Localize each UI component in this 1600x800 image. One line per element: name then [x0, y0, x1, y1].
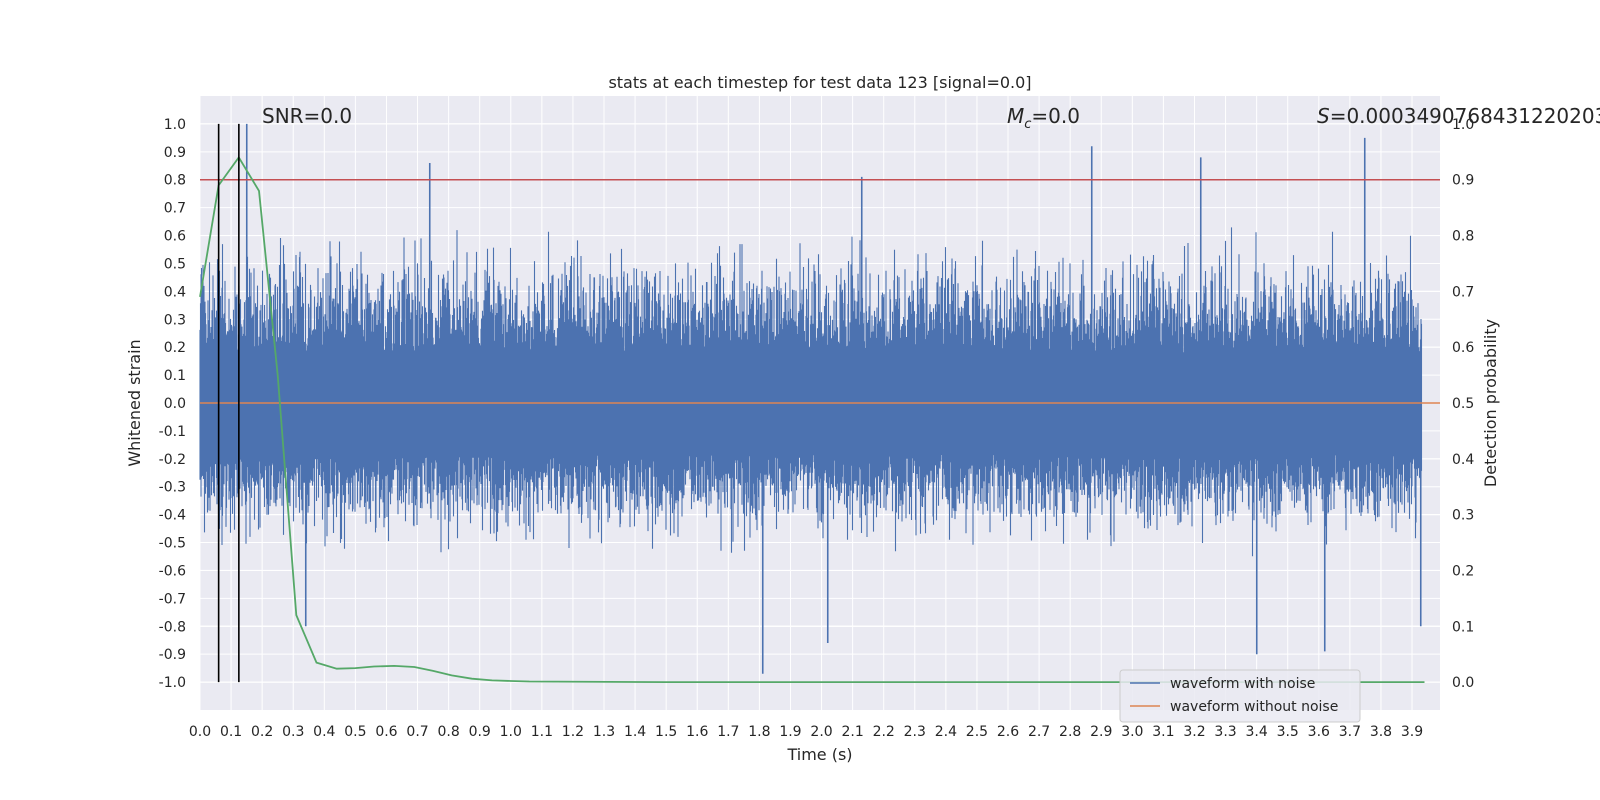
x-tick-labels: 0.0 0.1 0.2 0.3 0.4 0.5 0.6 0.7 0.8 0.9 1.0 1.1 1.2 1… [189, 724, 1423, 740]
y2-tick-label: 0.4 [1452, 452, 1474, 468]
legend-label-clean: waveform without noise [1170, 699, 1338, 715]
x-tick-label: 2.5 [966, 724, 988, 740]
x-tick-label: 0.3 [282, 724, 304, 740]
y-tick-label: -0.6 [159, 563, 186, 579]
chirp-mass-annotation: Mc=0.0 [1007, 104, 1080, 132]
x-tick-label: 1.3 [593, 724, 615, 740]
y-tick-label: -1.0 [159, 675, 186, 691]
x-tick-label: 0.2 [251, 724, 273, 740]
y-tick-label: 0.5 [164, 256, 186, 272]
y2-tick-label: 0.0 [1452, 675, 1474, 691]
chart-title: stats at each timestep for test data 123… [608, 73, 1031, 92]
y2-tick-label: 0.9 [1452, 173, 1474, 189]
x-tick-label: 2.9 [1090, 724, 1112, 740]
marker-lines [217, 123, 240, 683]
y2-tick-label: 0.6 [1452, 340, 1474, 356]
y-tick-label: -0.7 [159, 591, 186, 607]
x-tick-label: 2.6 [997, 724, 1019, 740]
x-tick-label: 2.7 [1028, 724, 1050, 740]
series-waveform-with-noise [199, 123, 1423, 674]
x-tick-label: 2.3 [904, 724, 926, 740]
x-tick-label: 3.1 [1152, 724, 1174, 740]
y2-tick-labels: 1.0 0.9 0.8 0.7 0.6 0.5 0.4 0.3 0.2 0.1 0.0 [1452, 117, 1474, 691]
y-tick-label: 0.4 [164, 284, 186, 300]
y2-tick-label: 0.7 [1452, 284, 1474, 300]
y-tick-label: 1.0 [164, 117, 186, 133]
legend-label-noise: waveform with noise [1170, 676, 1315, 692]
y2-tick-label: 0.1 [1452, 619, 1474, 635]
x-tick-label: 1.4 [624, 724, 646, 740]
y-tick-label: 0.3 [164, 312, 186, 328]
x-tick-label: 0.7 [406, 724, 428, 740]
x-tick-label: 2.2 [873, 724, 895, 740]
x-tick-label: 1.5 [655, 724, 677, 740]
detection-probability-line [199, 155, 1425, 683]
x-tick-label: 1.0 [500, 724, 522, 740]
y-tick-label: -0.1 [159, 424, 186, 440]
y-axis-label: Whitened strain [125, 339, 144, 466]
x-tick-label: 2.4 [935, 724, 957, 740]
y2-tick-label: 1.0 [1452, 117, 1474, 133]
x-tick-label: 3.6 [1308, 724, 1330, 740]
y2-axis-label: Detection probability [1481, 319, 1500, 487]
x-tick-label: 1.6 [686, 724, 708, 740]
x-tick-label: 3.3 [1214, 724, 1236, 740]
y2-tick-label: 0.5 [1452, 396, 1474, 412]
y-tick-label: 0.0 [164, 396, 186, 412]
x-tick-label: 3.0 [1121, 724, 1143, 740]
y-tick-label: 0.9 [164, 145, 186, 161]
x-tick-label: 3.2 [1183, 724, 1205, 740]
legend: waveform with noise waveform without noi… [1119, 669, 1361, 723]
x-tick-label: 0.0 [189, 724, 211, 740]
x-tick-label: 3.9 [1401, 724, 1423, 740]
y2-tick-label: 0.3 [1452, 508, 1474, 524]
x-tick-label: 2.0 [810, 724, 832, 740]
snr-annotation: SNR=0.0 [262, 104, 352, 128]
y-tick-label: -0.4 [159, 508, 186, 524]
x-tick-label: 0.4 [313, 724, 335, 740]
y-tick-label: 0.6 [164, 229, 186, 245]
y-tick-label: 0.2 [164, 340, 186, 356]
x-tick-label: 0.5 [344, 724, 366, 740]
y-tick-label: -0.8 [159, 619, 186, 635]
y-tick-label: -0.2 [159, 452, 186, 468]
y-tick-label: 0.7 [164, 201, 186, 217]
y-tick-label: -0.5 [159, 536, 186, 552]
series-detection-probability [199, 155, 1425, 683]
x-tick-label: 1.7 [717, 724, 739, 740]
y-tick-label: 0.1 [164, 368, 186, 384]
x-tick-label: 0.9 [469, 724, 491, 740]
x-tick-label: 3.7 [1339, 724, 1361, 740]
x-tick-label: 1.1 [531, 724, 553, 740]
legend-box [1119, 669, 1361, 723]
y-tick-label: -0.9 [159, 647, 186, 663]
waveform-with-noise-line [199, 123, 1423, 674]
y2-tick-label: 0.2 [1452, 563, 1474, 579]
x-tick-label: 3.8 [1370, 724, 1392, 740]
y2-tick-label: 0.8 [1452, 229, 1474, 245]
x-tick-label: 2.1 [841, 724, 863, 740]
y-tick-label: 0.8 [164, 173, 186, 189]
x-tick-label: 0.6 [375, 724, 397, 740]
x-tick-label: 3.4 [1246, 724, 1268, 740]
y-tick-label: -0.3 [159, 480, 186, 496]
y-tick-labels: 1.0 0.9 0.8 0.7 0.6 0.5 0.4 0.3 0.2 0.1 0.0 -0.1 -0.… [159, 117, 186, 691]
x-tick-label: 0.8 [437, 724, 459, 740]
x-axis-label: Time (s) [786, 745, 852, 764]
x-tick-label: 1.9 [779, 724, 801, 740]
x-tick-label: 2.8 [1059, 724, 1081, 740]
x-tick-label: 3.5 [1277, 724, 1299, 740]
x-tick-label: 1.8 [748, 724, 770, 740]
x-tick-label: 1.2 [562, 724, 584, 740]
significance-annotation: S=0.0003490768431220203 [1317, 104, 1600, 128]
x-tick-label: 0.1 [220, 724, 242, 740]
